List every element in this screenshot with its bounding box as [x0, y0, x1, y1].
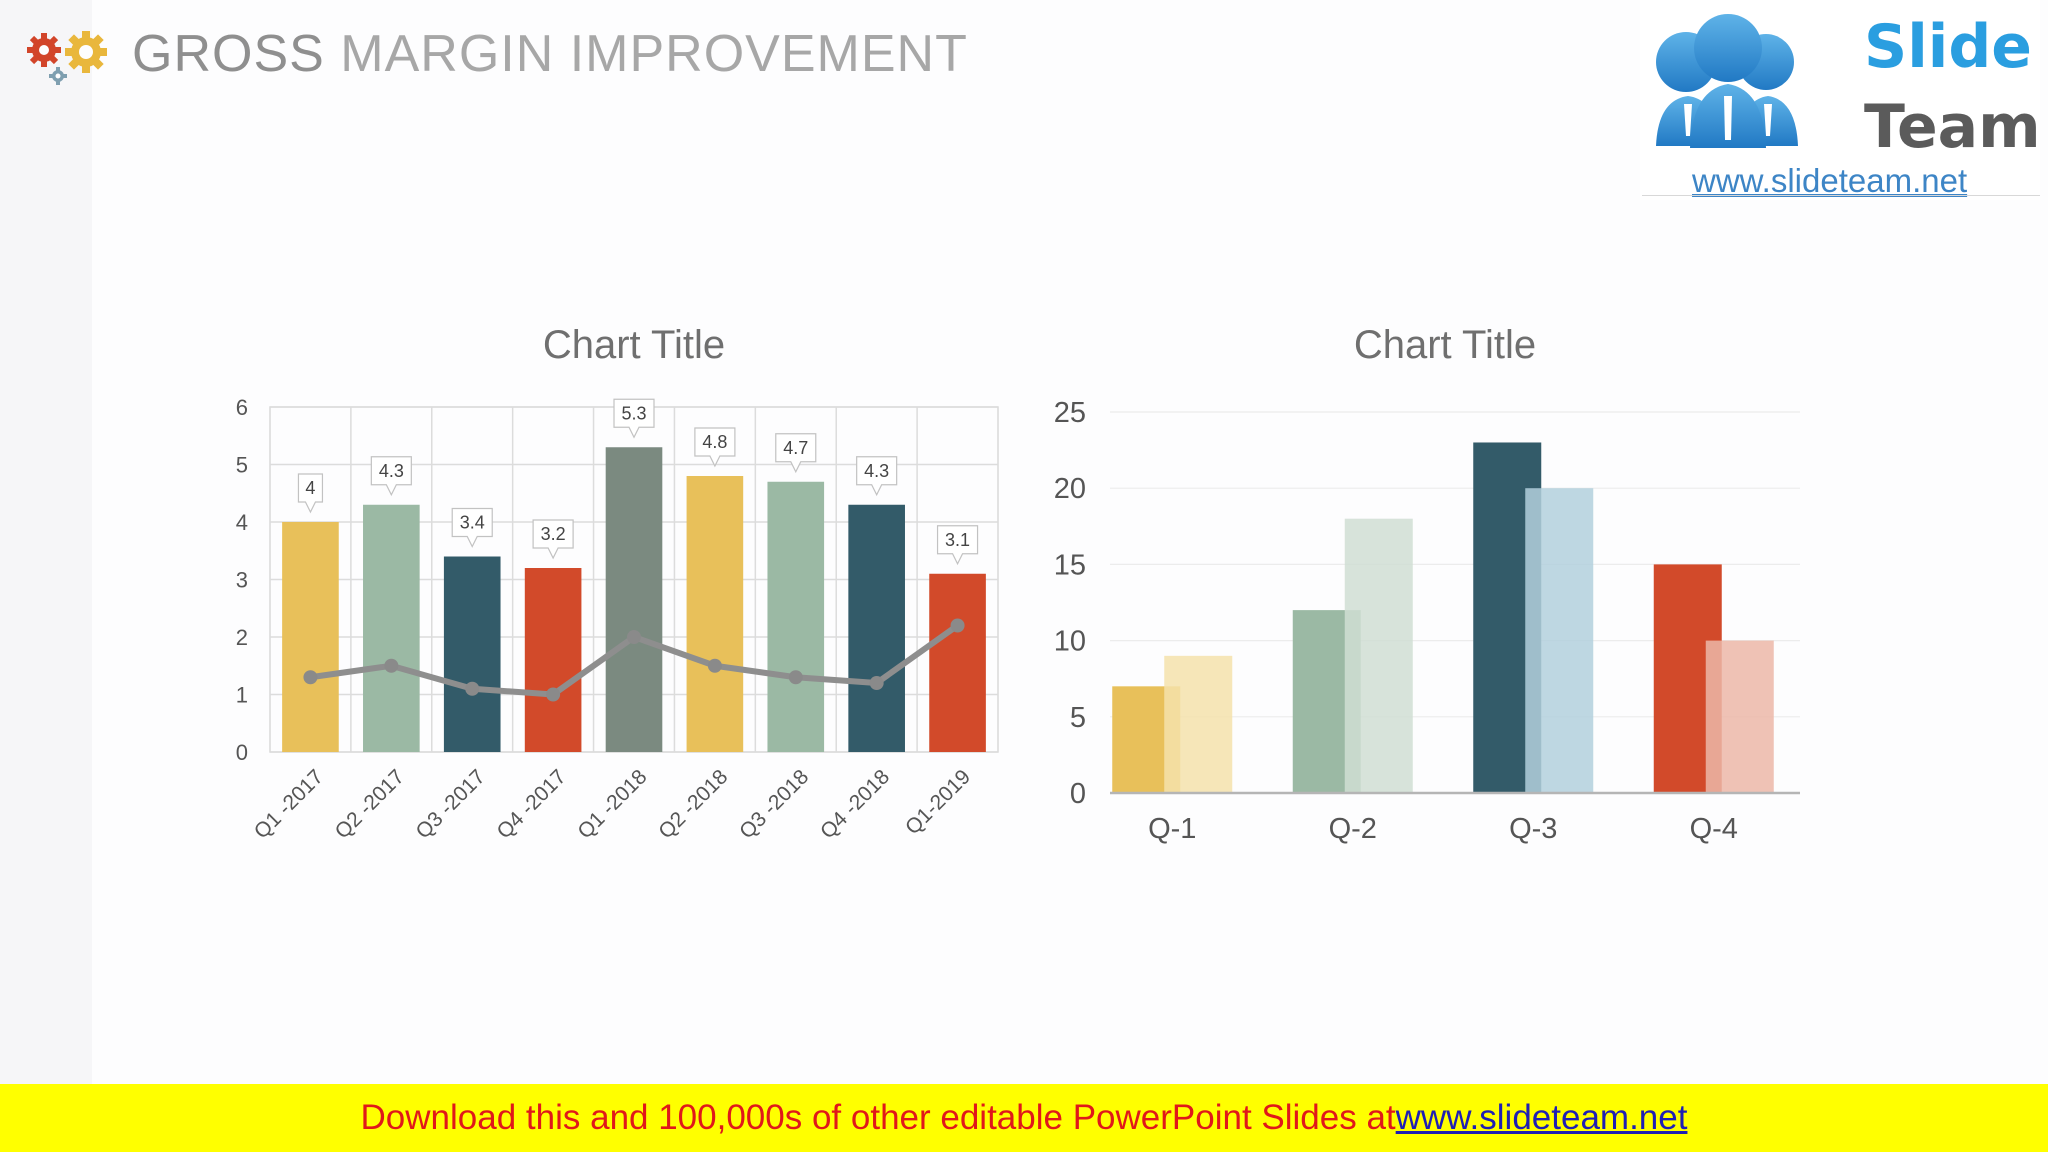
chart-left-line-point — [546, 687, 561, 702]
chart-left-line-point — [384, 658, 399, 673]
chart-left-data-label: 4.3 — [379, 461, 404, 481]
chart-left-bar — [605, 447, 663, 752]
logo-divider — [1642, 195, 2040, 196]
chart-left-data-label: 4.7 — [783, 438, 808, 458]
chart-left-line-point — [950, 618, 965, 633]
chart-right-ytick: 10 — [1054, 626, 1086, 658]
chart-left-quarterly: Chart Title 0 1 2 3 4 5 6 4 4.3 3.4 3.2 5.3 4.8 4.7 4.3… — [236, 323, 999, 843]
chart-left-line-point — [465, 681, 480, 696]
chart-left-xtick: Q4 -2017 — [492, 765, 570, 843]
chart-left-data-label-box — [297, 473, 324, 514]
gears-icon — [27, 31, 107, 85]
chart-left-data-label-box — [694, 427, 736, 468]
chart-left-data-label: 4.3 — [864, 461, 889, 481]
chart-left-bar — [929, 573, 986, 752]
chart-left-bar — [282, 522, 339, 752]
page-title-rest: MARGIN IMPROVEMENT — [340, 25, 968, 83]
chart-left-data-label-box — [856, 456, 898, 497]
chart-left-title: Chart Title — [543, 323, 725, 367]
chart-left-data-label: 3.4 — [460, 513, 485, 533]
chart-right-xtick: Q-4 — [1690, 813, 1738, 845]
chart-left-xtick: Q2 -2018 — [654, 765, 732, 843]
chart-left-ytick: 5 — [236, 453, 248, 478]
chart-left-data-label: 4.8 — [702, 432, 727, 452]
chart-left-bar — [767, 481, 825, 752]
chart-left-xtick: Q1-2019 — [901, 765, 975, 839]
chart-left-xtick: Q4 -2018 — [816, 765, 894, 843]
people-logo-icon — [1656, 14, 1798, 148]
chart-left-line-point — [707, 658, 722, 673]
chart-left-data-label: 4 — [305, 478, 315, 498]
chart-left-ytick: 2 — [236, 625, 248, 650]
chart-right-ytick: 0 — [1070, 778, 1086, 810]
chart-right-bar-series2 — [1705, 640, 1774, 793]
chart-left-line-point — [627, 630, 641, 644]
chart-right-bar-series2 — [1344, 518, 1413, 793]
chart-left-data-label: 3.1 — [945, 530, 970, 550]
chart-left-data-label-box — [451, 507, 493, 548]
page-title-first-word: GROSS — [132, 25, 325, 83]
chart-left-line-point — [303, 670, 318, 685]
chart-left-xtick: Q3 -2018 — [735, 765, 813, 843]
chart-left-data-label-box — [370, 456, 412, 497]
chart-right-ytick: 15 — [1054, 549, 1086, 581]
chart-right-title: Chart Title — [1354, 323, 1536, 367]
chart-right-ytick: 20 — [1054, 473, 1086, 505]
chart-left-xtick: Q1 -2018 — [573, 765, 651, 843]
chart-right-xtick: Q-1 — [1148, 813, 1196, 845]
chart-left-ytick: 4 — [236, 510, 248, 535]
chart-left-ytick: 1 — [236, 683, 248, 708]
chart-left-xtick: Q2 -2017 — [331, 765, 409, 843]
page-title: GROSS MARGIN IMPROVEMENT — [132, 24, 968, 84]
chart-left-bar — [363, 504, 420, 752]
chart-right-quarterly: Chart Title 0 5 10 15 20 25 Q-1 Q-2 Q-3 Q-4 — [1054, 323, 1800, 845]
logo-word-slide: Slide — [1864, 12, 2032, 82]
logo-word-team: Team — [1864, 92, 2041, 162]
chart-left-line-point — [869, 676, 884, 690]
download-banner-link[interactable]: www.slideteam.net — [1395, 1098, 1688, 1137]
chart-left-xtick: Q3 -2017 — [412, 765, 490, 843]
chart-left-data-label: 3.2 — [541, 524, 566, 544]
chart-right-bar-series2 — [1525, 488, 1594, 793]
chart-right-ytick: 25 — [1054, 397, 1086, 429]
chart-right-ytick: 5 — [1070, 702, 1086, 734]
download-banner: Download this and 100,000s of other edit… — [0, 1084, 2048, 1152]
chart-left-data-label-box — [532, 519, 574, 560]
chart-left-data-label-box — [613, 398, 655, 439]
chart-left-line-point — [788, 670, 803, 685]
chart-right-xtick: Q-2 — [1329, 813, 1377, 845]
chart-left-bar — [848, 504, 905, 752]
chart-left-data-label: 5.3 — [621, 403, 646, 423]
chart-left-xtick: Q1 -2017 — [250, 765, 328, 843]
chart-left-data-label-box — [936, 525, 979, 566]
chart-left-ytick: 3 — [236, 568, 248, 593]
chart-left-ytick: 0 — [236, 740, 248, 765]
slide-header: GROSS MARGIN IMPROVEMENT — [24, 14, 968, 94]
chart-left-bar — [686, 476, 744, 752]
chart-left-bar — [524, 568, 582, 752]
chart-right-xtick: Q-3 — [1509, 813, 1557, 845]
chart-right-bar-series2 — [1164, 655, 1233, 793]
chart-left-bar — [443, 556, 501, 752]
download-banner-text: Download this and 100,000s of other edit… — [360, 1098, 1396, 1137]
chart-left-data-label-box — [775, 433, 817, 474]
logo-url-link[interactable]: www.slideteam.net — [1692, 162, 1968, 199]
slide-left-band — [0, 0, 92, 1084]
slideteam-logo[interactable]: Slide Team www.slideteam.net — [1640, 0, 2041, 200]
chart-left-ytick: 6 — [236, 395, 248, 420]
